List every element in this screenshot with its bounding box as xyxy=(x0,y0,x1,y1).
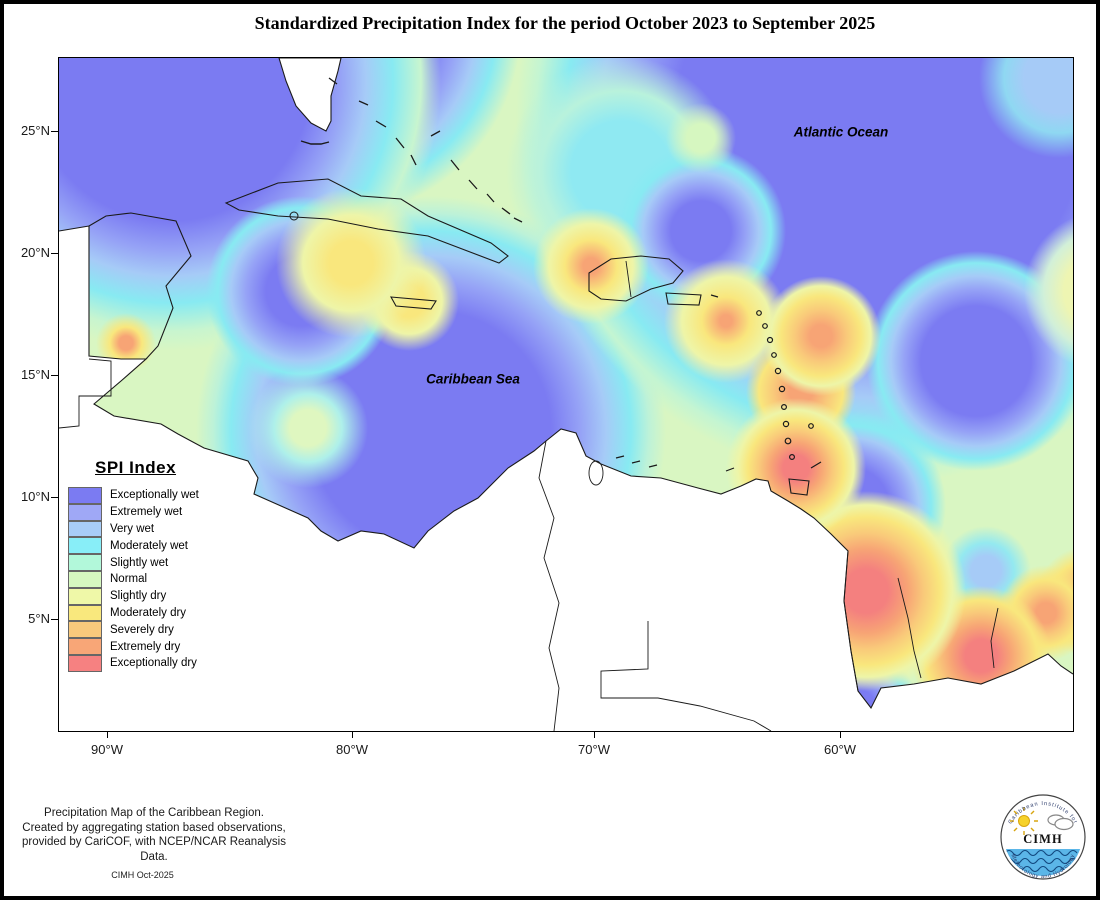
venezuela-brazil-border xyxy=(600,621,772,731)
legend-swatch xyxy=(68,604,102,622)
legend-label: Slightly dry xyxy=(110,590,167,603)
cloud-icon xyxy=(1047,814,1074,831)
spi-legend: SPI Index Exceptionally wet Extremely we… xyxy=(68,458,199,672)
legend-label: Moderately wet xyxy=(110,539,188,552)
legend-swatch xyxy=(68,638,102,655)
legend-label: Slightly wet xyxy=(110,556,169,569)
yucatan-coastline xyxy=(88,212,192,360)
bahamas-islands xyxy=(328,77,523,223)
map-description: Precipitation Map of the Caribbean Regio… xyxy=(8,806,300,864)
legend-item: Slightly dry xyxy=(68,587,199,605)
description-line: Precipitation Map of the Caribbean Regio… xyxy=(44,807,264,819)
legend-item: Severely dry xyxy=(68,621,199,639)
logo-acronym: CIMH xyxy=(1023,832,1062,846)
legend-label: Extremely dry xyxy=(110,640,181,653)
legend-label: Severely dry xyxy=(110,623,174,636)
legend-label: Moderately dry xyxy=(110,606,187,619)
legend-swatch xyxy=(68,587,102,605)
tobago-outline xyxy=(810,461,822,469)
suriname-frguiana-border xyxy=(990,607,999,669)
lake-maracaibo xyxy=(588,460,604,486)
hispaniola-outline xyxy=(588,255,684,302)
legend-swatch xyxy=(68,570,102,588)
country-borders xyxy=(59,358,999,731)
y-axis-label: 10°N xyxy=(20,489,50,504)
venezuela-guyana-border xyxy=(843,550,859,692)
legend-item: Normal xyxy=(68,570,199,588)
florida-keys xyxy=(300,140,330,145)
x-tick-80w xyxy=(352,731,353,738)
florida-landmass xyxy=(278,58,342,132)
legend-item: Slightly wet xyxy=(68,554,199,571)
legend-item: Exceptionally wet xyxy=(68,487,199,504)
legend-label: Exceptionally wet xyxy=(110,489,199,502)
x-axis-label: 80°W xyxy=(336,742,368,757)
credit-line: CIMH Oct-2025 xyxy=(111,870,174,880)
isla-juventud-outline xyxy=(289,211,299,221)
y-tick-5n xyxy=(51,619,58,620)
legend-item: Extremely wet xyxy=(68,503,199,521)
legend-item: Very wet xyxy=(68,520,199,538)
cuba-outline xyxy=(224,178,509,264)
x-tick-70w xyxy=(594,731,595,738)
haiti-dr-border xyxy=(625,260,632,298)
jamaica-outline xyxy=(390,296,437,310)
y-tick-10n xyxy=(51,497,58,498)
mexico-guatemala-border xyxy=(59,358,112,429)
legend-swatch xyxy=(68,621,102,639)
legend-label: Normal xyxy=(110,573,148,586)
legend-swatch xyxy=(68,520,102,538)
mainland-landmass xyxy=(59,226,1073,731)
legend-label: Exceptionally dry xyxy=(110,657,197,670)
y-tick-25n xyxy=(51,131,58,132)
y-tick-20n xyxy=(51,253,58,254)
x-tick-90w xyxy=(107,731,108,738)
map-plot-area: Atlantic Ocean Caribbean Sea xyxy=(58,57,1074,732)
description-line: Created by aggregating station based obs… xyxy=(22,821,286,834)
legend-swatch xyxy=(68,503,102,521)
legend-swatch xyxy=(68,654,102,672)
sun-icon xyxy=(1010,807,1038,835)
x-axis-label: 60°W xyxy=(824,742,856,757)
y-axis-label: 15°N xyxy=(20,367,50,382)
lesser-antilles-islands xyxy=(710,294,814,461)
x-axis-label: 70°W xyxy=(578,742,610,757)
legend-swatch xyxy=(68,487,102,504)
coastlines-layer xyxy=(59,58,1073,731)
trinidad-outline xyxy=(788,478,810,496)
legend-item: Extremely dry xyxy=(68,638,199,655)
legend-swatch xyxy=(68,537,102,555)
legend-item: Moderately wet xyxy=(68,537,199,555)
legend-swatch xyxy=(68,554,102,571)
atlantic-ocean-label: Atlantic Ocean xyxy=(793,124,889,140)
y-tick-15n xyxy=(51,375,58,376)
y-axis-label: 5°N xyxy=(28,611,50,626)
cimh-logo: CIMH Caribbean Institute for Meteorology… xyxy=(1000,794,1086,880)
puerto-rico-outline xyxy=(665,292,702,306)
y-axis-label: 20°N xyxy=(20,245,50,260)
caribbean-sea-label: Caribbean Sea xyxy=(426,371,520,387)
legend-item: Exceptionally dry xyxy=(68,654,199,672)
page-title: Standardized Precipitation Index for the… xyxy=(254,13,876,33)
description-line: provided by CariCOF, with NCEP/NCAR Rean… xyxy=(22,836,286,863)
legend-title: SPI Index xyxy=(95,458,177,477)
legend-label: Extremely wet xyxy=(110,506,183,519)
x-axis-label: 90°W xyxy=(91,742,123,757)
x-tick-60w xyxy=(840,731,841,738)
colombia-venezuela-border xyxy=(538,440,560,731)
abc-islands xyxy=(615,455,735,472)
legend-item: Moderately dry xyxy=(68,604,199,622)
guyana-suriname-border xyxy=(897,577,922,679)
y-axis-label: 25°N xyxy=(20,123,50,138)
legend-label: Very wet xyxy=(110,522,155,535)
